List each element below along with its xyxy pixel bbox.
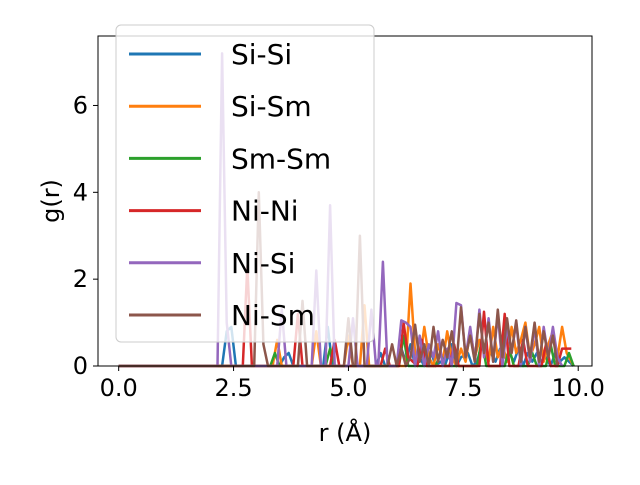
x-tick-label: 10.0	[551, 374, 604, 402]
y-tick-label: 4	[73, 178, 88, 206]
legend-label-ni-si: Ni-Si	[231, 247, 295, 280]
legend-label-si-sm: Si-Sm	[231, 90, 312, 123]
x-axis-ticks: 0.0 2.5 5.0 7.5 10.0	[100, 366, 605, 402]
legend-label-ni-sm: Ni-Sm	[231, 299, 315, 332]
x-tick-label: 0.0	[100, 374, 138, 402]
y-tick-label: 0	[73, 352, 88, 380]
legend-label-sm-sm: Sm-Sm	[231, 142, 331, 175]
legend-label-si-si: Si-Si	[231, 38, 292, 71]
y-tick-label: 2	[73, 265, 88, 293]
x-tick-label: 5.0	[329, 374, 367, 402]
y-axis-ticks: 0 2 4 6	[73, 91, 98, 380]
legend-label-ni-ni: Ni-Ni	[231, 195, 299, 228]
x-tick-label: 2.5	[214, 374, 252, 402]
y-tick-label: 6	[73, 91, 88, 119]
x-axis-label: r (Å)	[319, 418, 372, 447]
legend-box	[115, 24, 375, 343]
legend: Si-Si Si-Sm Sm-Sm Ni-Ni Ni-Si Ni-Sm	[115, 24, 375, 343]
x-tick-label: 7.5	[444, 374, 482, 402]
y-axis-label: g(r)	[37, 179, 65, 223]
